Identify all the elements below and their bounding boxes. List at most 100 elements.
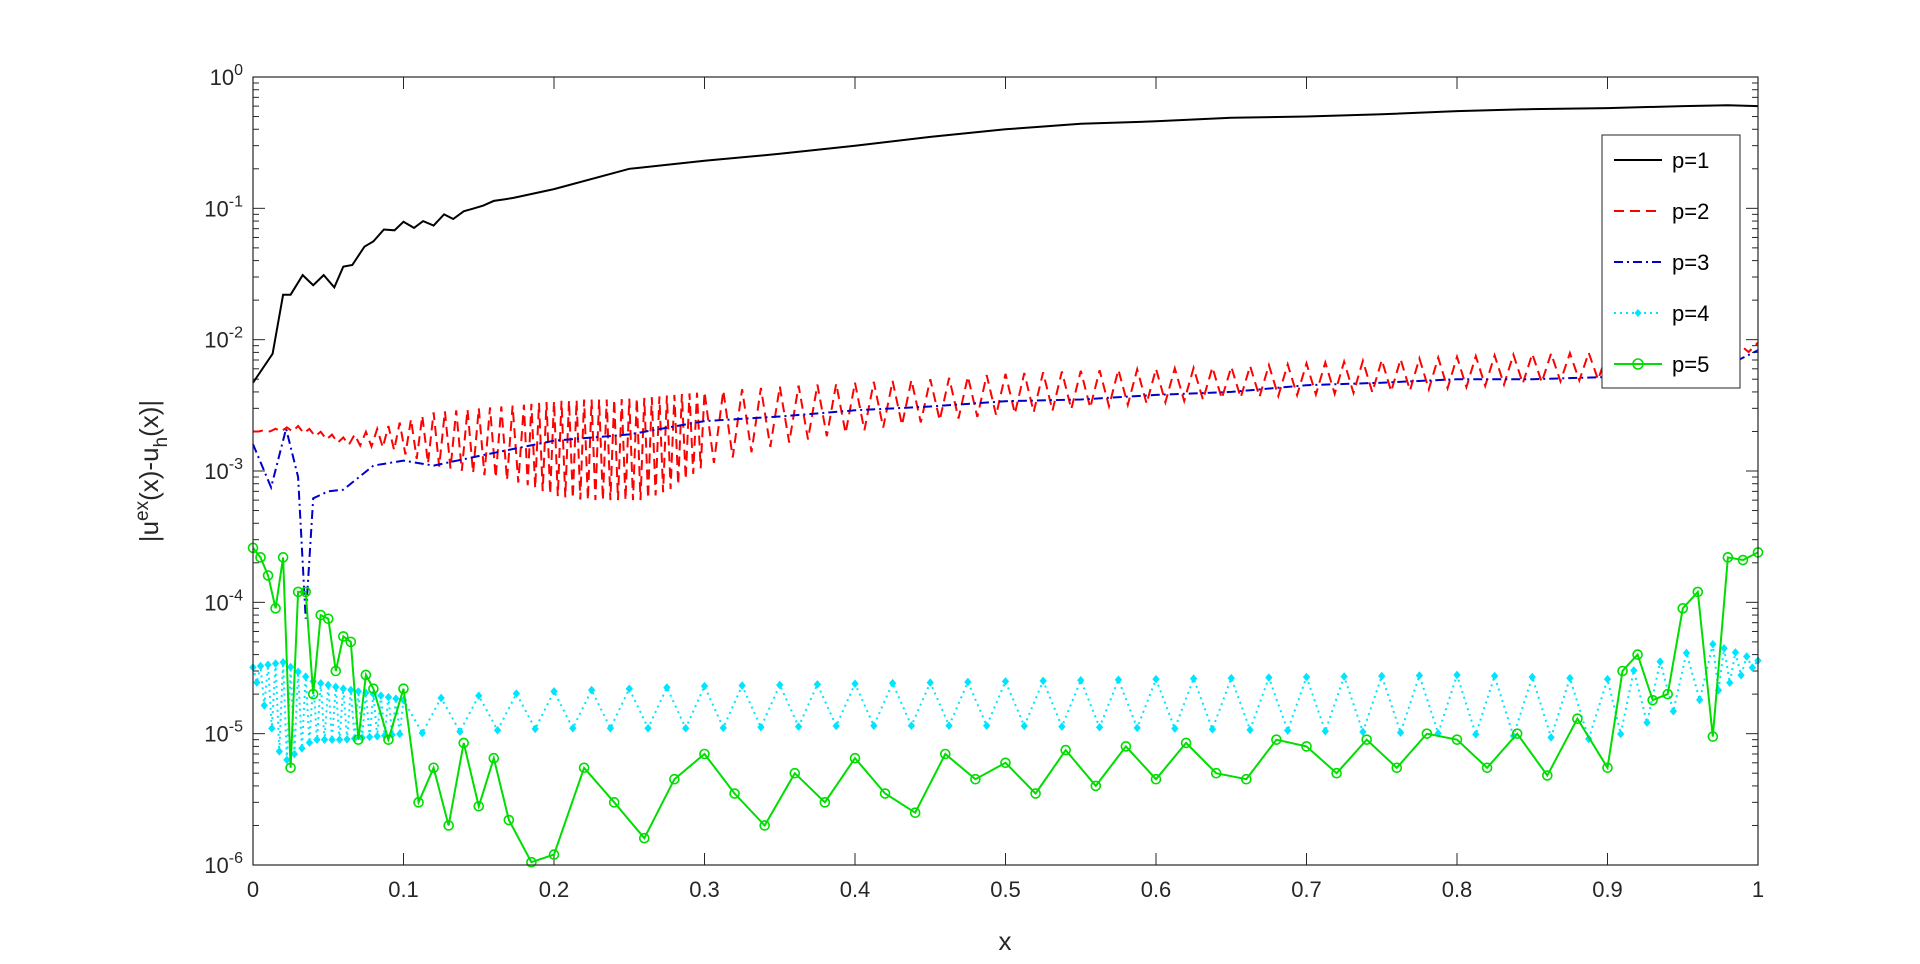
data-point: [1090, 780, 1102, 792]
data-point: [1152, 674, 1160, 684]
data-point: [298, 744, 306, 753]
data-point: [332, 682, 340, 692]
x-tick-label: 0.6: [1141, 877, 1172, 902]
data-point: [1039, 676, 1047, 686]
data-point: [1726, 678, 1734, 688]
data-point: [1451, 734, 1463, 745]
y-axis-title: |uex(x)-uh(x)|: [132, 400, 172, 542]
data-point: [503, 814, 515, 826]
data-point: [1617, 729, 1625, 739]
data-point: [283, 755, 291, 765]
data-point: [1647, 694, 1658, 706]
series-line-p=2: [253, 341, 1759, 501]
data-point: [458, 737, 470, 749]
data-point: [1602, 762, 1613, 774]
series-p=3: [252, 349, 1759, 619]
data-point: [271, 659, 280, 668]
data-point: [1415, 671, 1424, 680]
data-point: [1682, 648, 1691, 658]
data-point: [757, 723, 765, 732]
plot-frame: [252, 76, 1759, 866]
data-point: [907, 721, 916, 730]
data-point: [270, 603, 281, 614]
legend-item-p=1: p=1: [1614, 148, 1709, 173]
y-tick-label: 10-4: [204, 587, 243, 615]
x-tick-label: 0.3: [689, 877, 720, 902]
data-point: [373, 731, 381, 741]
data-point: [1603, 674, 1612, 684]
data-point: [700, 681, 709, 691]
data-point: [548, 849, 560, 860]
data-point: [1246, 725, 1254, 735]
data-point: [324, 680, 332, 690]
data-point: [608, 797, 620, 808]
data-point: [738, 681, 746, 690]
data-point: [879, 788, 891, 799]
data-point: [365, 732, 374, 742]
data-point: [256, 661, 265, 671]
legend-label: p=2: [1672, 199, 1709, 224]
legend-label: p=3: [1672, 250, 1709, 275]
data-point: [1361, 734, 1372, 745]
series-p=2: [253, 341, 1759, 501]
data-point: [292, 586, 304, 598]
data-point: [794, 722, 803, 731]
data-point: [322, 613, 334, 625]
data-point: [1511, 728, 1523, 739]
legend-item-p=2: p=2: [1614, 199, 1709, 224]
series-layer: [247, 104, 1764, 868]
data-point: [1472, 730, 1480, 739]
data-point: [255, 552, 266, 563]
data-point: [970, 773, 981, 785]
data-point: [383, 734, 394, 745]
data-point: [663, 683, 671, 692]
data-point: [983, 721, 991, 730]
series-line-p=3: [252, 349, 1759, 619]
data-point: [625, 684, 633, 694]
data-point: [719, 723, 727, 733]
data-point: [729, 788, 740, 799]
x-tick-label: 0.1: [388, 877, 419, 902]
y-tick-label: 10-2: [204, 325, 243, 353]
y-tick-label: 10-5: [204, 719, 243, 747]
data-point: [1265, 673, 1273, 682]
data-point: [1731, 648, 1740, 657]
data-point: [285, 762, 296, 774]
data-point: [1133, 723, 1141, 733]
data-point: [264, 660, 272, 670]
data-point: [1696, 695, 1704, 705]
data-point: [1114, 675, 1123, 684]
data-point: [1632, 649, 1643, 660]
data-point: [531, 724, 539, 734]
x-tick-label: 0.4: [840, 877, 871, 902]
data-point: [1566, 673, 1574, 683]
data-point: [275, 747, 283, 756]
data-point: [578, 762, 590, 774]
data-point: [926, 678, 934, 687]
data-point: [1421, 728, 1433, 739]
data-point: [290, 749, 299, 759]
data-point: [1359, 727, 1367, 737]
legend: p=1 p=2 p=3 p=4 p=5: [1601, 134, 1741, 389]
x-tick-label: 0.9: [1592, 877, 1623, 902]
data-point: [418, 728, 426, 738]
y-axis-ticks: 10-6 10-5 10-4 10-3 10-2 10-1 100: [204, 62, 1758, 878]
data-point: [1180, 737, 1192, 749]
data-point: [1490, 671, 1499, 681]
data-point: [317, 678, 325, 688]
data-point: [1210, 767, 1222, 779]
data-point: [360, 669, 372, 681]
data-point: [302, 672, 310, 681]
data-point: [870, 721, 878, 730]
data-point: [819, 797, 831, 808]
data-point: [337, 631, 349, 642]
data-point: [1737, 670, 1745, 680]
data-point: [909, 807, 921, 819]
series-p=1: [252, 104, 1759, 384]
data-point: [512, 689, 521, 698]
data-point: [1396, 728, 1405, 737]
data-point: [347, 685, 355, 695]
data-point: [1542, 770, 1553, 781]
data-point: [1722, 552, 1734, 563]
data-point: [1481, 762, 1493, 774]
